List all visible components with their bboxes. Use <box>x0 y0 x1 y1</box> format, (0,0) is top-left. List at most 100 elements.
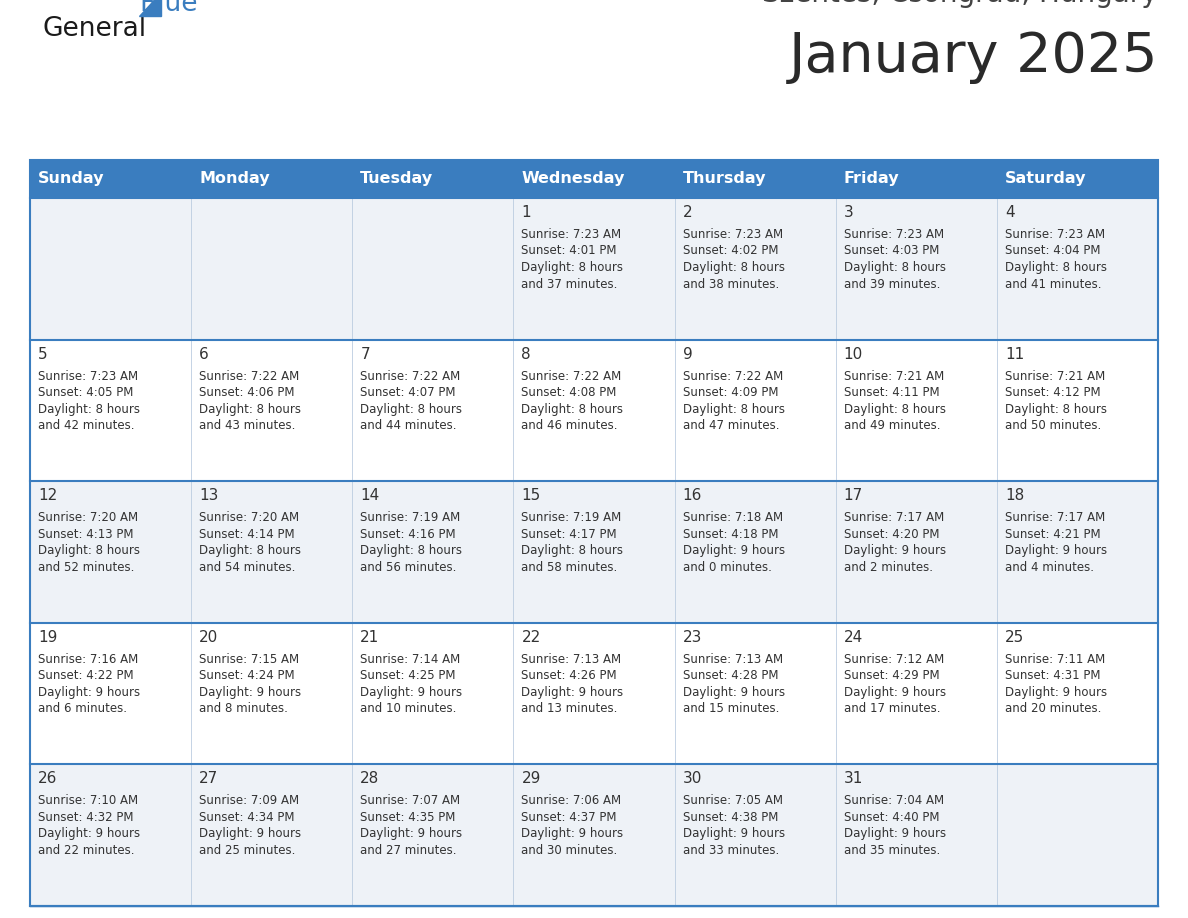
Bar <box>30 622 1158 765</box>
Text: and 54 minutes.: and 54 minutes. <box>200 561 296 574</box>
Text: Sunset: 4:18 PM: Sunset: 4:18 PM <box>683 528 778 541</box>
Text: Daylight: 8 hours: Daylight: 8 hours <box>200 544 301 557</box>
Text: Sunrise: 7:19 AM: Sunrise: 7:19 AM <box>360 511 461 524</box>
Text: and 37 minutes.: and 37 minutes. <box>522 277 618 290</box>
Text: Sunset: 4:35 PM: Sunset: 4:35 PM <box>360 811 456 823</box>
Text: Sunrise: 7:21 AM: Sunrise: 7:21 AM <box>843 370 944 383</box>
Text: Thursday: Thursday <box>683 172 766 186</box>
Text: Friday: Friday <box>843 172 899 186</box>
Text: Sunset: 4:06 PM: Sunset: 4:06 PM <box>200 386 295 399</box>
Text: 21: 21 <box>360 630 379 644</box>
Text: and 44 minutes.: and 44 minutes. <box>360 420 456 432</box>
Text: 14: 14 <box>360 488 379 503</box>
Text: Daylight: 8 hours: Daylight: 8 hours <box>38 403 140 416</box>
Text: Sunrise: 7:19 AM: Sunrise: 7:19 AM <box>522 511 621 524</box>
Text: Sunrise: 7:20 AM: Sunrise: 7:20 AM <box>38 511 138 524</box>
Text: and 47 minutes.: and 47 minutes. <box>683 420 779 432</box>
Text: Sunrise: 7:21 AM: Sunrise: 7:21 AM <box>1005 370 1105 383</box>
Text: Daylight: 8 hours: Daylight: 8 hours <box>522 544 624 557</box>
Text: 18: 18 <box>1005 488 1024 503</box>
Text: 3: 3 <box>843 205 853 220</box>
Text: 11: 11 <box>1005 347 1024 362</box>
Text: 31: 31 <box>843 771 864 787</box>
Text: Szentes, Csongrad, Hungary: Szentes, Csongrad, Hungary <box>763 0 1158 8</box>
Bar <box>30 340 1158 481</box>
Text: and 42 minutes.: and 42 minutes. <box>38 420 134 432</box>
Text: 23: 23 <box>683 630 702 644</box>
Text: Daylight: 9 hours: Daylight: 9 hours <box>38 827 140 840</box>
Text: Sunrise: 7:05 AM: Sunrise: 7:05 AM <box>683 794 783 808</box>
Text: Daylight: 9 hours: Daylight: 9 hours <box>200 827 302 840</box>
Text: Sunrise: 7:15 AM: Sunrise: 7:15 AM <box>200 653 299 666</box>
Bar <box>353 160 513 198</box>
Text: Daylight: 9 hours: Daylight: 9 hours <box>1005 686 1107 699</box>
Text: Sunset: 4:09 PM: Sunset: 4:09 PM <box>683 386 778 399</box>
Text: Daylight: 8 hours: Daylight: 8 hours <box>522 261 624 274</box>
Text: Daylight: 9 hours: Daylight: 9 hours <box>1005 544 1107 557</box>
Text: Monday: Monday <box>200 172 270 186</box>
Text: 4: 4 <box>1005 205 1015 220</box>
Text: Daylight: 8 hours: Daylight: 8 hours <box>200 403 301 416</box>
Text: Sunrise: 7:16 AM: Sunrise: 7:16 AM <box>38 653 138 666</box>
Text: Sunset: 4:31 PM: Sunset: 4:31 PM <box>1005 669 1100 682</box>
Text: Sunset: 4:25 PM: Sunset: 4:25 PM <box>360 669 456 682</box>
Text: and 52 minutes.: and 52 minutes. <box>38 561 134 574</box>
Bar <box>997 160 1158 198</box>
Text: 6: 6 <box>200 347 209 362</box>
Text: Sunset: 4:40 PM: Sunset: 4:40 PM <box>843 811 940 823</box>
Text: Sunset: 4:03 PM: Sunset: 4:03 PM <box>843 244 939 258</box>
Text: Sunrise: 7:13 AM: Sunrise: 7:13 AM <box>522 653 621 666</box>
Text: Sunrise: 7:23 AM: Sunrise: 7:23 AM <box>683 228 783 241</box>
Text: Sunset: 4:04 PM: Sunset: 4:04 PM <box>1005 244 1100 258</box>
Text: and 30 minutes.: and 30 minutes. <box>522 844 618 856</box>
Text: Sunrise: 7:22 AM: Sunrise: 7:22 AM <box>200 370 299 383</box>
Text: and 15 minutes.: and 15 minutes. <box>683 702 779 715</box>
Text: Sunrise: 7:12 AM: Sunrise: 7:12 AM <box>843 653 944 666</box>
Text: 19: 19 <box>38 630 57 644</box>
Text: 10: 10 <box>843 347 862 362</box>
Text: Blue: Blue <box>139 0 197 17</box>
Text: 29: 29 <box>522 771 541 787</box>
Text: Sunset: 4:22 PM: Sunset: 4:22 PM <box>38 669 133 682</box>
Text: 7: 7 <box>360 347 369 362</box>
Text: and 43 minutes.: and 43 minutes. <box>200 420 296 432</box>
Text: Sunrise: 7:22 AM: Sunrise: 7:22 AM <box>360 370 461 383</box>
Text: Sunset: 4:28 PM: Sunset: 4:28 PM <box>683 669 778 682</box>
Text: 2: 2 <box>683 205 693 220</box>
Text: Daylight: 8 hours: Daylight: 8 hours <box>1005 403 1107 416</box>
Text: and 46 minutes.: and 46 minutes. <box>522 420 618 432</box>
Text: Sunset: 4:34 PM: Sunset: 4:34 PM <box>200 811 295 823</box>
Polygon shape <box>139 0 162 16</box>
Text: Daylight: 9 hours: Daylight: 9 hours <box>200 686 302 699</box>
Text: Daylight: 8 hours: Daylight: 8 hours <box>360 544 462 557</box>
Text: Daylight: 9 hours: Daylight: 9 hours <box>683 686 785 699</box>
Text: January 2025: January 2025 <box>789 30 1158 84</box>
Text: Sunrise: 7:07 AM: Sunrise: 7:07 AM <box>360 794 461 808</box>
Text: Sunrise: 7:23 AM: Sunrise: 7:23 AM <box>1005 228 1105 241</box>
Text: Daylight: 8 hours: Daylight: 8 hours <box>1005 261 1107 274</box>
Text: and 38 minutes.: and 38 minutes. <box>683 277 779 290</box>
Text: 25: 25 <box>1005 630 1024 644</box>
Text: 1: 1 <box>522 205 531 220</box>
Text: Sunrise: 7:23 AM: Sunrise: 7:23 AM <box>843 228 943 241</box>
Text: Sunset: 4:14 PM: Sunset: 4:14 PM <box>200 528 295 541</box>
Text: Daylight: 9 hours: Daylight: 9 hours <box>360 686 462 699</box>
Text: Sunrise: 7:06 AM: Sunrise: 7:06 AM <box>522 794 621 808</box>
Text: Sunset: 4:08 PM: Sunset: 4:08 PM <box>522 386 617 399</box>
Text: Sunset: 4:17 PM: Sunset: 4:17 PM <box>522 528 617 541</box>
Text: Sunrise: 7:20 AM: Sunrise: 7:20 AM <box>200 511 299 524</box>
Text: Daylight: 8 hours: Daylight: 8 hours <box>360 403 462 416</box>
Text: Daylight: 9 hours: Daylight: 9 hours <box>843 827 946 840</box>
Text: and 56 minutes.: and 56 minutes. <box>360 561 456 574</box>
Text: 8: 8 <box>522 347 531 362</box>
Text: Sunrise: 7:17 AM: Sunrise: 7:17 AM <box>843 511 944 524</box>
Text: 16: 16 <box>683 488 702 503</box>
Bar <box>513 160 675 198</box>
Text: Tuesday: Tuesday <box>360 172 434 186</box>
Text: and 20 minutes.: and 20 minutes. <box>1005 702 1101 715</box>
Text: Daylight: 9 hours: Daylight: 9 hours <box>843 544 946 557</box>
Text: Sunrise: 7:11 AM: Sunrise: 7:11 AM <box>1005 653 1105 666</box>
Bar <box>835 160 997 198</box>
Text: Sunset: 4:29 PM: Sunset: 4:29 PM <box>843 669 940 682</box>
Text: Sunset: 4:05 PM: Sunset: 4:05 PM <box>38 386 133 399</box>
